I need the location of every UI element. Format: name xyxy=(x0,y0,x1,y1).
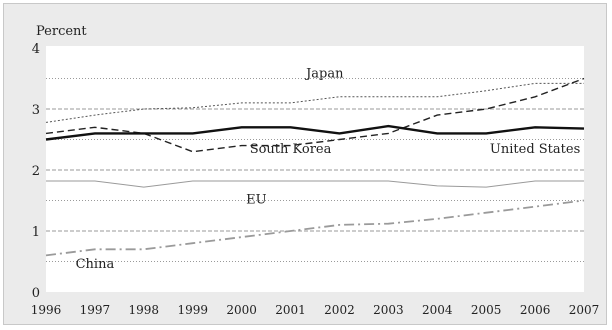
series-label-china: China xyxy=(76,257,115,272)
plot-area xyxy=(46,46,584,292)
series-label-eu: EU xyxy=(246,193,266,208)
series-line-south-korea xyxy=(45,77,585,153)
series-label-south-korea: South Korea xyxy=(250,142,332,157)
y-tick-label: 0 xyxy=(32,286,40,301)
series-label-japan: Japan xyxy=(304,66,344,81)
series-line-japan xyxy=(45,82,584,123)
y-tick-label: 2 xyxy=(32,164,40,179)
series-lines xyxy=(45,77,585,257)
x-tick-label: 2000 xyxy=(226,303,257,317)
series-line-china xyxy=(45,199,585,257)
x-tick-label: 1996 xyxy=(31,303,62,317)
gridlines xyxy=(46,78,584,262)
x-tick-label: 2005 xyxy=(471,303,502,317)
x-tick-label: 2006 xyxy=(520,303,551,317)
x-tick-label: 2007 xyxy=(569,303,600,317)
x-tick-label: 2004 xyxy=(422,303,453,317)
y-tick-label: 3 xyxy=(32,103,40,118)
x-tick-label: 2003 xyxy=(373,303,404,317)
y-tick-label: 4 xyxy=(32,42,40,57)
series-label-united-states: United States xyxy=(490,142,580,157)
x-tick-labels: 1996 1997 1998 1999 2000 2001 2002 2003 2004 2005… xyxy=(31,303,600,317)
y-tick-labels: 0 1 2 3 4 xyxy=(32,42,40,301)
x-tick-label: 1999 xyxy=(177,303,208,317)
series-labels: Japan South Korea United States EU China xyxy=(76,66,581,272)
x-tick-label: 2001 xyxy=(275,303,306,317)
x-tick-label: 1997 xyxy=(80,303,111,317)
x-tick-label: 1998 xyxy=(129,303,160,317)
series-line-united-states xyxy=(45,124,585,141)
y-axis-label: Percent xyxy=(36,24,87,39)
x-tick-label: 2002 xyxy=(324,303,355,317)
y-tick-label: 1 xyxy=(32,225,40,240)
series-line-eu xyxy=(46,180,584,188)
